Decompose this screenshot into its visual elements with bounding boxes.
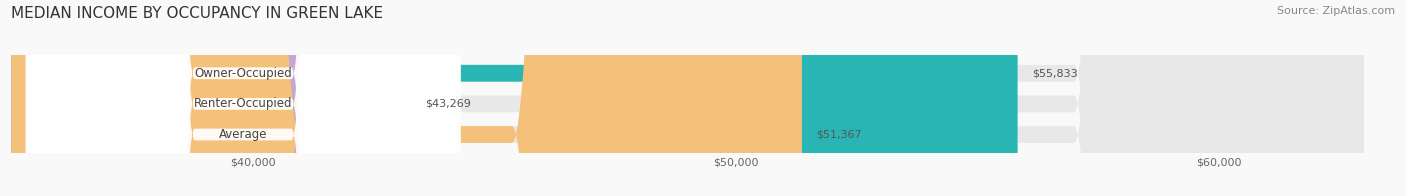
Text: Average: Average <box>219 128 267 141</box>
FancyBboxPatch shape <box>11 0 801 196</box>
Text: Source: ZipAtlas.com: Source: ZipAtlas.com <box>1277 6 1395 16</box>
Text: $55,833: $55,833 <box>1032 68 1078 78</box>
FancyBboxPatch shape <box>11 0 1364 196</box>
Text: $43,269: $43,269 <box>425 99 471 109</box>
FancyBboxPatch shape <box>11 0 1018 196</box>
FancyBboxPatch shape <box>11 0 1364 196</box>
Text: Renter-Occupied: Renter-Occupied <box>194 97 292 110</box>
Text: MEDIAN INCOME BY OCCUPANCY IN GREEN LAKE: MEDIAN INCOME BY OCCUPANCY IN GREEN LAKE <box>11 6 384 21</box>
FancyBboxPatch shape <box>11 0 411 196</box>
FancyBboxPatch shape <box>25 0 461 196</box>
FancyBboxPatch shape <box>25 0 461 196</box>
Text: Owner-Occupied: Owner-Occupied <box>194 67 292 80</box>
Text: $51,367: $51,367 <box>817 130 862 140</box>
FancyBboxPatch shape <box>11 0 1364 196</box>
FancyBboxPatch shape <box>25 0 461 196</box>
